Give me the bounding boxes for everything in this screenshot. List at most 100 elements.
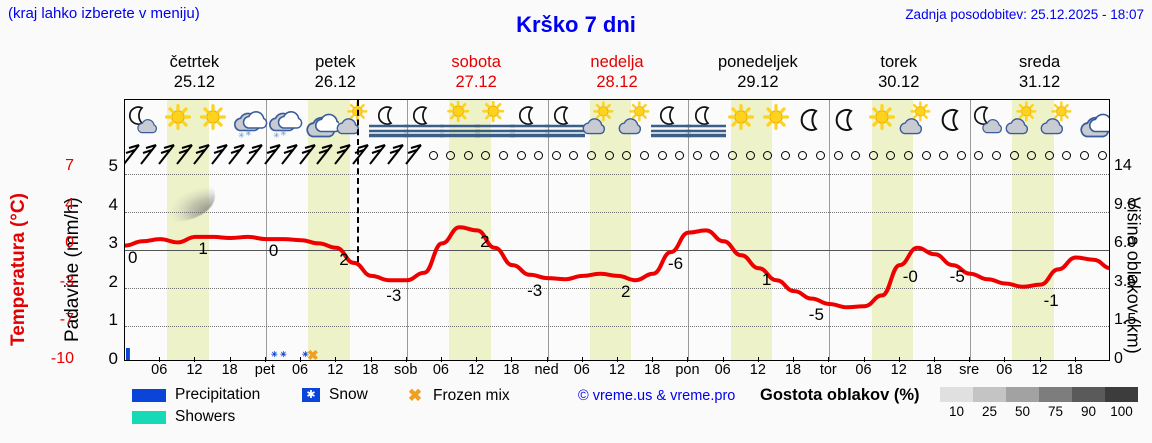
moon-rain-icon xyxy=(369,101,410,141)
x-axis-tick-label: 06 xyxy=(432,362,449,378)
calm-wind-icon xyxy=(622,151,632,160)
moon-icon xyxy=(827,101,867,141)
x-axis-tick-label: 12 xyxy=(890,362,907,378)
temperature-value-label: 2 xyxy=(339,249,349,269)
x-axis-tick-mark xyxy=(264,357,266,362)
x-axis-tick-mark xyxy=(440,357,442,362)
x-axis-tick-labels: 06 12 18 pet 06 12 18 sob 06 12 18 ned 06 12 18 pon 06 12… xyxy=(124,357,1110,383)
x-axis-tick-label: 12 xyxy=(468,362,485,378)
precipitation-tick: 1 xyxy=(108,310,118,330)
day-name: sreda xyxy=(1018,53,1061,71)
snow-marker: ✳ xyxy=(271,350,278,359)
day-header-7: sreda 31.12 xyxy=(969,52,1110,94)
temperature-value-label: -3 xyxy=(386,286,402,306)
moon-icon xyxy=(933,101,973,141)
calm-wind-icon xyxy=(727,151,737,160)
calm-wind-icon xyxy=(939,151,949,160)
x-axis-tick-label: 18 xyxy=(784,362,802,378)
x-axis-tick-mark xyxy=(652,357,654,362)
temperature-value-label: -1 xyxy=(1043,290,1059,310)
x-axis-tick-mark xyxy=(757,357,759,362)
precipitation-bar: ▌ xyxy=(126,349,134,361)
x-axis-tick-mark xyxy=(828,357,830,362)
day-header-4: nedelja 28.12 xyxy=(547,52,688,94)
wind-barb-icon xyxy=(243,142,271,168)
wind-barb-icon xyxy=(125,142,148,168)
sun-icon xyxy=(158,101,198,141)
legend-showers: Showers xyxy=(132,408,235,426)
x-axis-tick-label: 18 xyxy=(1066,362,1083,378)
x-axis-tick-mark xyxy=(511,357,513,362)
x-axis-tick-label: 06 xyxy=(291,362,309,378)
current-time-marker xyxy=(357,100,359,262)
cloud-density-tick: 90 xyxy=(1080,404,1097,419)
gridline xyxy=(125,288,1109,289)
legend-snow: ✱ Snow xyxy=(302,386,368,404)
day-header-2: petek 26.12 xyxy=(265,52,406,94)
wind-barb-icon xyxy=(173,142,201,168)
temperature-value-label: -3 xyxy=(527,280,543,300)
x-axis-tick-mark xyxy=(687,357,689,362)
day-name: torek xyxy=(880,53,918,71)
calm-wind-icon xyxy=(763,151,773,160)
temperature-curve xyxy=(125,225,1109,310)
x-axis-tick-mark xyxy=(969,357,971,362)
gridline xyxy=(125,326,1109,327)
calm-wind-icon xyxy=(569,151,579,160)
x-axis-tick-mark xyxy=(722,357,724,362)
day-date: 26.12 xyxy=(314,73,356,91)
x-axis-tick-label: 06 xyxy=(855,362,872,378)
sun-cloud-icon xyxy=(1038,101,1078,141)
wind-barb-icon xyxy=(137,142,165,168)
page-title: Krško 7 dni xyxy=(516,12,636,37)
temperature-value-label: 0 xyxy=(128,247,138,267)
moon-rain-icon xyxy=(650,101,691,141)
temperature-tick: -10 xyxy=(50,350,74,367)
day-name: ponedeljek xyxy=(717,53,798,71)
day-name: četrtek xyxy=(169,53,220,71)
x-axis-tick-mark xyxy=(159,357,161,362)
cloud-density-tick: 25 xyxy=(981,404,998,419)
cloud-icon xyxy=(1073,101,1109,141)
temperature-axis-title: Temperatura (°C) xyxy=(8,193,29,347)
cloud-snow-icon: ✳ ✳ xyxy=(228,101,268,141)
cloud-density-scale-labels: 10 25 50 75 90 100 xyxy=(940,404,1138,419)
x-axis-tick-mark xyxy=(863,357,865,362)
sun-icon xyxy=(193,101,233,141)
snow-icon: ✱ xyxy=(302,388,320,402)
day-header-row: četrtek 25.12 petek 26.12 sobota 27.12 nedelja… xyxy=(124,52,1110,94)
x-axis-tick-label: 12 xyxy=(327,362,344,378)
x-axis-tick-label: 06 xyxy=(714,362,731,378)
snow-marker: ✳ xyxy=(280,350,287,359)
copyright-link[interactable]: © vreme.us & vreme.pro xyxy=(578,388,736,404)
temperature-value-label: -0 xyxy=(902,267,918,287)
x-axis-tick-mark xyxy=(1039,357,1041,362)
temperature-tick: -7 xyxy=(59,311,74,329)
meteogram-plot[interactable]: ✳ ✳ ✳ ✳ 0 1 0 2 -3 2 -3 2 -6 1 -5 -0 -5 -1 ▌ ✳ ✳ ✳ ✖ xyxy=(124,99,1110,361)
day-header-3: sobota 27.12 xyxy=(406,52,547,94)
calm-wind-icon xyxy=(745,151,755,160)
calm-wind-icon xyxy=(587,151,597,160)
day-name: nedelja xyxy=(590,53,644,71)
x-axis-tick-label: 18 xyxy=(925,362,942,378)
calm-wind-icon xyxy=(463,151,473,160)
calm-wind-icon xyxy=(956,151,966,160)
x-axis-tick-label: tor xyxy=(819,362,837,378)
sun-icon xyxy=(721,101,761,141)
precipitation-swatch xyxy=(132,388,166,402)
cloud-density-scale xyxy=(940,387,1138,402)
temperature-line xyxy=(125,225,1109,310)
x-axis-tick-label: sob xyxy=(394,362,418,378)
cloud-height-tick: 1.5 xyxy=(1114,311,1137,329)
wind-barb-icon xyxy=(384,142,412,168)
wind-barb-icon xyxy=(225,142,253,168)
calm-wind-icon xyxy=(780,151,790,160)
temperature-tick: -3 xyxy=(59,272,74,290)
sun-cloud-icon xyxy=(334,101,374,141)
cloud-density-tick: 50 xyxy=(1014,404,1031,419)
cloud-height-tick: 9.0 xyxy=(1114,195,1137,213)
sun-cloud-icon xyxy=(1003,101,1043,141)
x-axis-tick-mark xyxy=(793,357,795,362)
sun-cloud-icon xyxy=(616,101,656,141)
cloud-height-axis-title: Višina oblakov (km) xyxy=(1123,196,1144,354)
